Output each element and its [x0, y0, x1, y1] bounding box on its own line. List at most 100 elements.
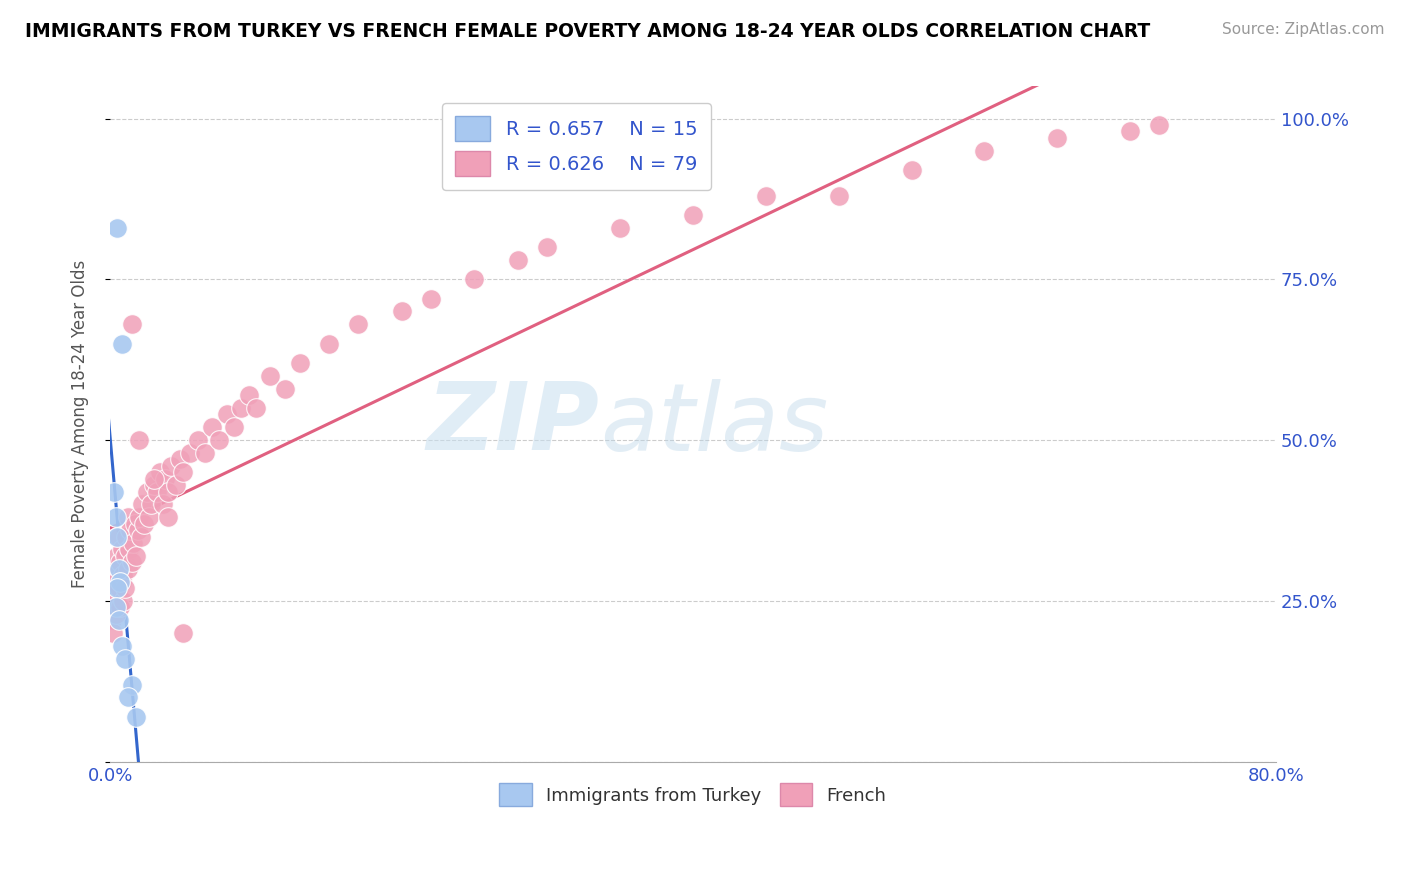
Point	[238, 388, 260, 402]
Point	[172, 465, 194, 479]
Point	[110, 555, 132, 569]
Point	[117, 510, 139, 524]
Point	[194, 446, 217, 460]
Point	[110, 574, 132, 589]
Point	[828, 188, 851, 202]
Point	[105, 549, 128, 563]
Point	[201, 420, 224, 434]
Point	[122, 536, 145, 550]
Point	[259, 368, 281, 383]
Legend: Immigrants from Turkey, French: Immigrants from Turkey, French	[492, 776, 894, 814]
Point	[132, 516, 155, 531]
Point	[536, 240, 558, 254]
Point	[463, 272, 485, 286]
Point	[105, 588, 128, 602]
Point	[142, 478, 165, 492]
Point	[160, 458, 183, 473]
Point	[152, 498, 174, 512]
Point	[179, 446, 201, 460]
Point	[155, 472, 177, 486]
Point	[900, 163, 922, 178]
Text: Source: ZipAtlas.com: Source: ZipAtlas.com	[1222, 22, 1385, 37]
Point	[149, 465, 172, 479]
Point	[169, 452, 191, 467]
Point	[127, 523, 149, 537]
Point	[288, 356, 311, 370]
Point	[131, 498, 153, 512]
Point	[108, 613, 131, 627]
Point	[129, 530, 152, 544]
Point	[208, 433, 231, 447]
Point	[114, 652, 136, 666]
Point	[108, 581, 131, 595]
Point	[139, 498, 162, 512]
Point	[104, 600, 127, 615]
Point	[108, 530, 131, 544]
Point	[318, 336, 340, 351]
Point	[419, 292, 441, 306]
Point	[165, 478, 187, 492]
Point	[157, 484, 180, 499]
Point	[112, 594, 135, 608]
Point	[245, 401, 267, 415]
Point	[117, 562, 139, 576]
Point	[138, 510, 160, 524]
Point	[186, 433, 208, 447]
Point	[508, 253, 530, 268]
Point	[117, 690, 139, 705]
Point	[100, 613, 122, 627]
Point	[142, 472, 165, 486]
Point	[172, 626, 194, 640]
Point	[118, 542, 141, 557]
Point	[121, 318, 143, 332]
Point	[973, 144, 995, 158]
Point	[104, 574, 127, 589]
Point	[120, 523, 142, 537]
Point	[125, 710, 148, 724]
Point	[105, 220, 128, 235]
Point	[105, 530, 128, 544]
Point	[111, 574, 134, 589]
Point	[274, 382, 297, 396]
Point	[121, 677, 143, 691]
Point	[231, 401, 253, 415]
Point	[111, 639, 134, 653]
Point	[114, 549, 136, 563]
Y-axis label: Female Poverty Among 18-24 Year Olds: Female Poverty Among 18-24 Year Olds	[72, 260, 89, 588]
Point	[609, 220, 631, 235]
Point	[111, 336, 134, 351]
Point	[125, 549, 148, 563]
Point	[108, 562, 131, 576]
Point	[114, 581, 136, 595]
Text: atlas: atlas	[600, 378, 828, 469]
Point	[128, 433, 150, 447]
Point	[346, 318, 368, 332]
Text: IMMIGRANTS FROM TURKEY VS FRENCH FEMALE POVERTY AMONG 18-24 YEAR OLDS CORRELATIO: IMMIGRANTS FROM TURKEY VS FRENCH FEMALE …	[25, 22, 1150, 41]
Point	[145, 484, 167, 499]
Point	[103, 562, 125, 576]
Point	[215, 408, 238, 422]
Point	[1149, 118, 1171, 132]
Point	[121, 555, 143, 569]
Point	[391, 304, 413, 318]
Point	[111, 542, 134, 557]
Point	[755, 188, 778, 202]
Point	[105, 581, 128, 595]
Point	[222, 420, 245, 434]
Point	[157, 510, 180, 524]
Text: ZIP: ZIP	[427, 378, 600, 470]
Point	[1046, 131, 1069, 145]
Point	[103, 594, 125, 608]
Point	[110, 600, 132, 615]
Point	[115, 530, 138, 544]
Point	[104, 607, 127, 621]
Point	[135, 484, 157, 499]
Point	[103, 484, 125, 499]
Point	[128, 510, 150, 524]
Point	[1119, 124, 1142, 138]
Point	[112, 568, 135, 582]
Point	[124, 516, 146, 531]
Point	[104, 510, 127, 524]
Point	[682, 208, 704, 222]
Point	[101, 626, 124, 640]
